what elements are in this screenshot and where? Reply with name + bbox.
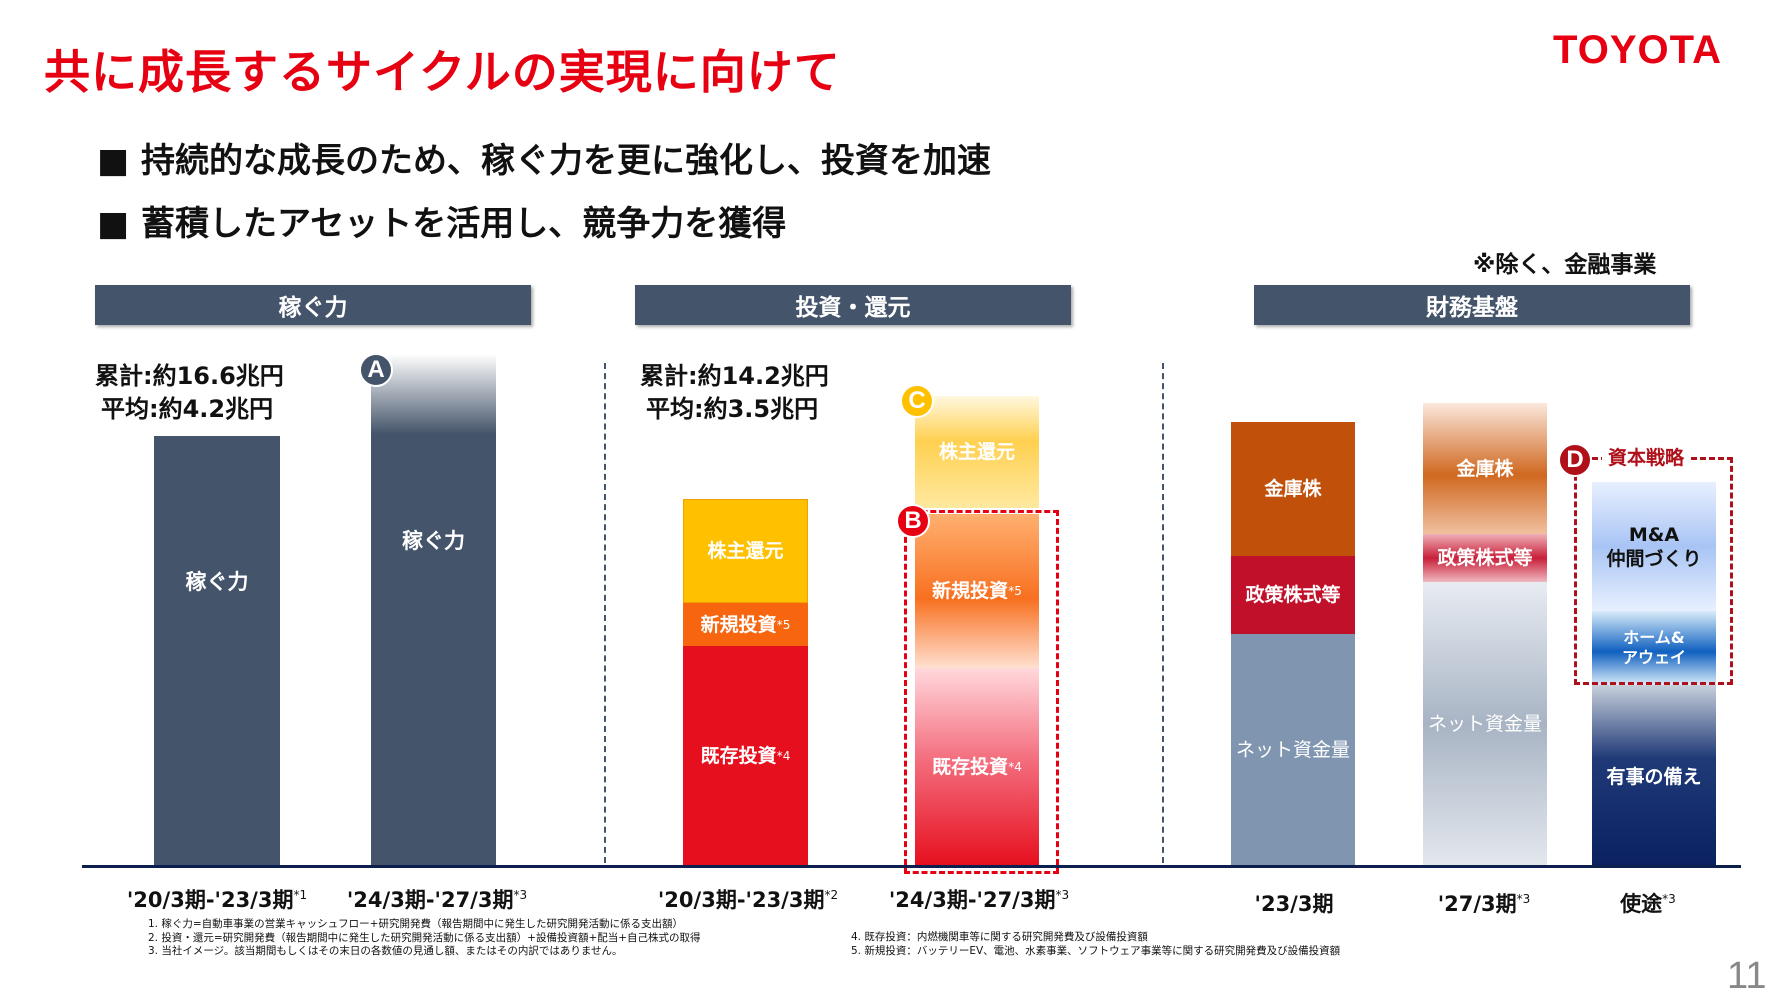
bar-label: 稼ぐ力 xyxy=(185,570,249,594)
segment-shareholder-return: 株主還元 xyxy=(683,499,808,603)
badge-a: A xyxy=(359,353,393,387)
footnotes-right: 4. 既存投資：内燃機関車等に関する研究開発費及び設備投資額 5. 新規投資：バ… xyxy=(851,931,1340,958)
segment-ma: M&A 仲間づくり xyxy=(1592,482,1716,611)
divider xyxy=(1162,363,1164,863)
note: ※除く、金融事業 xyxy=(1473,252,1657,278)
segment-new-investment: 新規投資 *5 xyxy=(915,514,1039,668)
label: '20/3期-'23/3期 xyxy=(126,888,294,912)
sup: *3 xyxy=(513,888,528,902)
invest-total: 累計:約14.2兆円 xyxy=(640,362,829,390)
bar-finance-use: M&A 仲間づくり ホーム& アウェイ 有事の備え xyxy=(1592,482,1716,868)
footnote: 1. 稼ぐ力=自動車事業の営業キャッシュフロー+研究開発費（報告期間中に発生した… xyxy=(148,918,683,930)
badge-d: D xyxy=(1558,443,1592,477)
segment-net-cash: ネット資金量 xyxy=(1231,634,1355,866)
invest-stats: 累計:約14.2兆円 平均:約3.5兆円 xyxy=(640,360,829,426)
x-label: '23/3期 xyxy=(1255,888,1334,918)
sup: *2 xyxy=(824,888,839,902)
sup: *5 xyxy=(1008,584,1022,598)
bar-finance-future: 金庫株 政策株式等 ネット資金量 xyxy=(1423,403,1547,866)
bar-earning-future: 稼ぐ力 xyxy=(371,354,496,866)
x-label: '27/3期*3 xyxy=(1438,888,1531,918)
x-label: '24/3期-'27/3期*3 xyxy=(889,884,1069,914)
sup: *4 xyxy=(1008,760,1022,774)
header-earning: 稼ぐ力 xyxy=(95,285,531,325)
invest-average: 平均:約3.5兆円 xyxy=(646,395,819,423)
toyota-logo: TOYOTA xyxy=(1553,28,1722,72)
segment-emergency: 有事の備え xyxy=(1592,685,1716,868)
highlight-box-b xyxy=(904,510,1059,874)
footnote: 2. 投資・還元=研究開発費（報告期間中に発生した研究開発活動に係る支出額）+設… xyxy=(148,931,701,944)
sup: *3 xyxy=(1055,888,1070,902)
segment-treasury-stock: 金庫株 xyxy=(1423,403,1547,534)
badge-b: B xyxy=(896,504,930,538)
capital-strategy-label: 資本戦略 xyxy=(1602,443,1691,470)
earning-stats: 累計:約16.6兆円 平均:約4.2兆円 xyxy=(95,360,284,426)
label: 既存投資 xyxy=(932,756,1009,778)
x-label: 使途*3 xyxy=(1620,888,1676,918)
footnote: 4. 既存投資：内燃機関車等に関する研究開発費及び設備投資額 xyxy=(851,931,1148,943)
header-investment: 投資・還元 xyxy=(635,285,1071,325)
x-label: '20/3期-'23/3期*2 xyxy=(658,884,838,914)
label: 使途 xyxy=(1620,892,1663,916)
page-title: 共に成長するサイクルの実現に向けて xyxy=(44,45,841,99)
x-label: '20/3期-'23/3期*1 xyxy=(127,884,307,914)
footnote: 3. 当社イメージ。該当期間もしくはその末日の各数値の見通し額、またはその内訳で… xyxy=(148,945,623,957)
earning-total: 累計:約16.6兆円 xyxy=(95,362,284,390)
bar-invest-future: 株主還元 新規投資 *5 既存投資 *4 xyxy=(915,396,1039,866)
baseline xyxy=(82,865,1741,868)
segment-new-investment: 新規投資 *5 xyxy=(683,603,808,646)
highlight-box-d xyxy=(1574,457,1733,685)
label: '23/3期 xyxy=(1254,892,1334,916)
segment-net-cash: ネット資金量 xyxy=(1423,582,1547,866)
x-label: '24/3期-'27/3期*3 xyxy=(347,884,527,914)
bar-label: 稼ぐ力 xyxy=(402,529,465,553)
bar-earning-past: 稼ぐ力 xyxy=(154,436,280,866)
bar-invest-past: 株主還元 新規投資 *5 既存投資 *4 xyxy=(683,499,808,866)
page-number: 11 xyxy=(1727,955,1767,997)
label: '27/3期 xyxy=(1437,892,1517,916)
label: '24/3期-'27/3期 xyxy=(888,888,1056,912)
segment-policy-shares: 政策株式等 xyxy=(1423,534,1547,582)
label: '20/3期-'23/3期 xyxy=(657,888,825,912)
sup: *1 xyxy=(293,888,308,902)
sup: *3 xyxy=(1662,892,1676,906)
header-finance: 財務基盤 xyxy=(1254,285,1690,325)
label: '24/3期-'27/3期 xyxy=(346,888,514,912)
segment-existing-investment: 既存投資 *4 xyxy=(915,668,1039,866)
footnotes-left: 1. 稼ぐ力=自動車事業の営業キャッシュフロー+研究開発費（報告期間中に発生した… xyxy=(148,918,701,959)
sup: *5 xyxy=(776,617,791,632)
divider xyxy=(604,363,606,863)
badge-c: C xyxy=(900,384,934,418)
bullet-2: ■ 蓄積したアセットを活用し、競争力を獲得 xyxy=(97,204,787,244)
segment-shareholder-return: 株主還元 xyxy=(915,396,1039,508)
sup: *4 xyxy=(776,749,791,763)
sup: *3 xyxy=(1516,892,1531,906)
segment-existing-investment: 既存投資 *4 xyxy=(683,646,808,866)
label: 新規投資 xyxy=(932,580,1009,602)
label: 既存投資 xyxy=(700,745,777,767)
segment-treasury-stock: 金庫株 xyxy=(1231,422,1355,556)
label: 新規投資 xyxy=(700,613,777,636)
footnote: 5. 新規投資：バッテリーEV、電池、水素事業、ソフトウェア事業等に関する研究開… xyxy=(851,944,1341,957)
earning-average: 平均:約4.2兆円 xyxy=(101,395,274,423)
segment-policy-shares: 政策株式等 xyxy=(1231,556,1355,634)
bar-finance-current: 金庫株 政策株式等 ネット資金量 xyxy=(1231,422,1355,866)
segment-home-away: ホーム& アウェイ xyxy=(1592,611,1716,685)
bullet-1: ■ 持続的な成長のため、稼ぐ力を更に強化し、投資を加速 xyxy=(97,141,991,181)
